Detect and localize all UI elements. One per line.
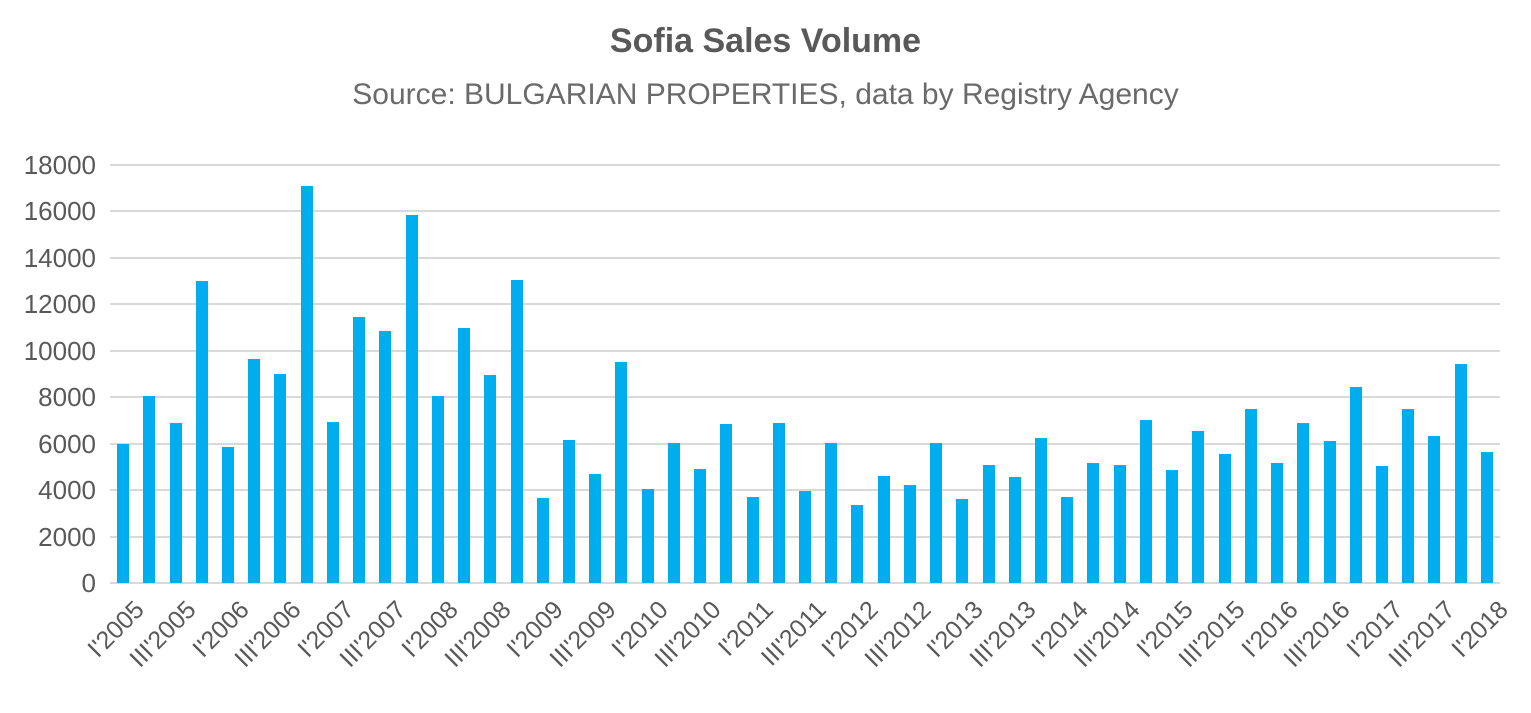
y-axis-tick-label: 2000 [38,521,96,552]
gridline [110,164,1500,166]
bar-II'2012 [877,476,890,583]
bar-IV'2009 [615,362,628,583]
bar-III'2013 [1008,477,1021,583]
bar-II'2006 [248,358,261,583]
bar-II'2009 [562,440,575,583]
bar-I'2009 [536,498,549,583]
gridline [110,396,1500,399]
y-axis-tick-label: 8000 [38,382,96,413]
y-axis-tick-label: 0 [81,568,96,598]
bar-IV'2017 [1454,363,1467,583]
bar-II'2010 [667,442,680,583]
bar-III'2009 [589,473,602,583]
bar-IV'2016 [1349,386,1362,583]
bar-I'2008 [431,396,444,583]
bar-I'2012 [851,505,864,583]
bar-IV'2014 [1139,420,1152,583]
bar-IV'2013 [1035,437,1048,583]
bar-III'2007 [379,331,392,583]
bar-III'2015 [1218,454,1231,583]
bar-III'2016 [1323,441,1336,583]
bar-I'2010 [641,488,654,583]
bar-I'2007 [326,421,339,583]
gridline [110,349,1500,352]
bar-III'2014 [1113,464,1126,583]
bar-IV'2015 [1244,408,1257,583]
gridline [110,303,1500,306]
bar-II'2014 [1087,463,1100,583]
gridline [110,442,1500,445]
bar-III'2017 [1428,435,1441,583]
bar-IV'2010 [720,423,733,583]
bar-II'2011 [772,422,785,583]
gridline [110,210,1500,213]
bar-I'2017 [1375,465,1388,583]
gridline [110,256,1500,259]
bar-I'2015 [1166,470,1179,583]
bar-I'2018 [1480,451,1493,583]
y-axis-tick-label: 14000 [23,242,96,273]
bar-III'2010 [694,469,707,583]
chart-subtitle: Source: BULGARIAN PROPERTIES, data by Re… [352,78,1179,111]
bar-I'2005 [117,443,130,583]
y-axis-tick-label: 16000 [23,196,96,227]
bar-IV'2006 [300,185,313,583]
bar-III'2011 [799,491,811,583]
bar-II'2008 [458,327,471,583]
bar-II'2005 [143,396,156,583]
bar-IV'2005 [195,281,208,583]
bar-IV'2011 [825,442,838,583]
bar-I'2006 [222,447,235,583]
plot-area [110,164,1500,584]
bar-II'2017 [1402,408,1415,583]
y-axis-tick-label: 6000 [38,428,96,459]
bar-II'2015 [1192,430,1205,583]
bar-II'2013 [982,464,995,583]
bar-I'2014 [1061,497,1074,583]
gridline [110,582,1500,584]
y-axis-tick-label: 12000 [23,289,96,320]
gridline [110,489,1500,492]
bar-IV'2012 [930,442,943,583]
bar-II'2016 [1297,422,1310,583]
bar-III'2012 [903,485,916,583]
chart-title: Sofia Sales Volume [609,22,922,60]
y-axis-tick-label: 10000 [23,335,96,366]
bar-III'2006 [274,374,287,583]
y-axis-tick-label: 4000 [38,475,96,506]
bar-I'2011 [746,497,759,583]
bar-III'2008 [484,375,497,583]
bar-II'2007 [353,317,366,583]
x-axis-tick-label: I'2018 [1445,595,1514,664]
bar-IV'2007 [405,214,418,583]
bar-III'2005 [169,422,182,583]
y-axis-tick-label: 18000 [23,150,96,180]
bar-I'2013 [956,499,969,583]
bar-I'2016 [1271,463,1284,583]
bar-IV'2008 [510,279,523,583]
